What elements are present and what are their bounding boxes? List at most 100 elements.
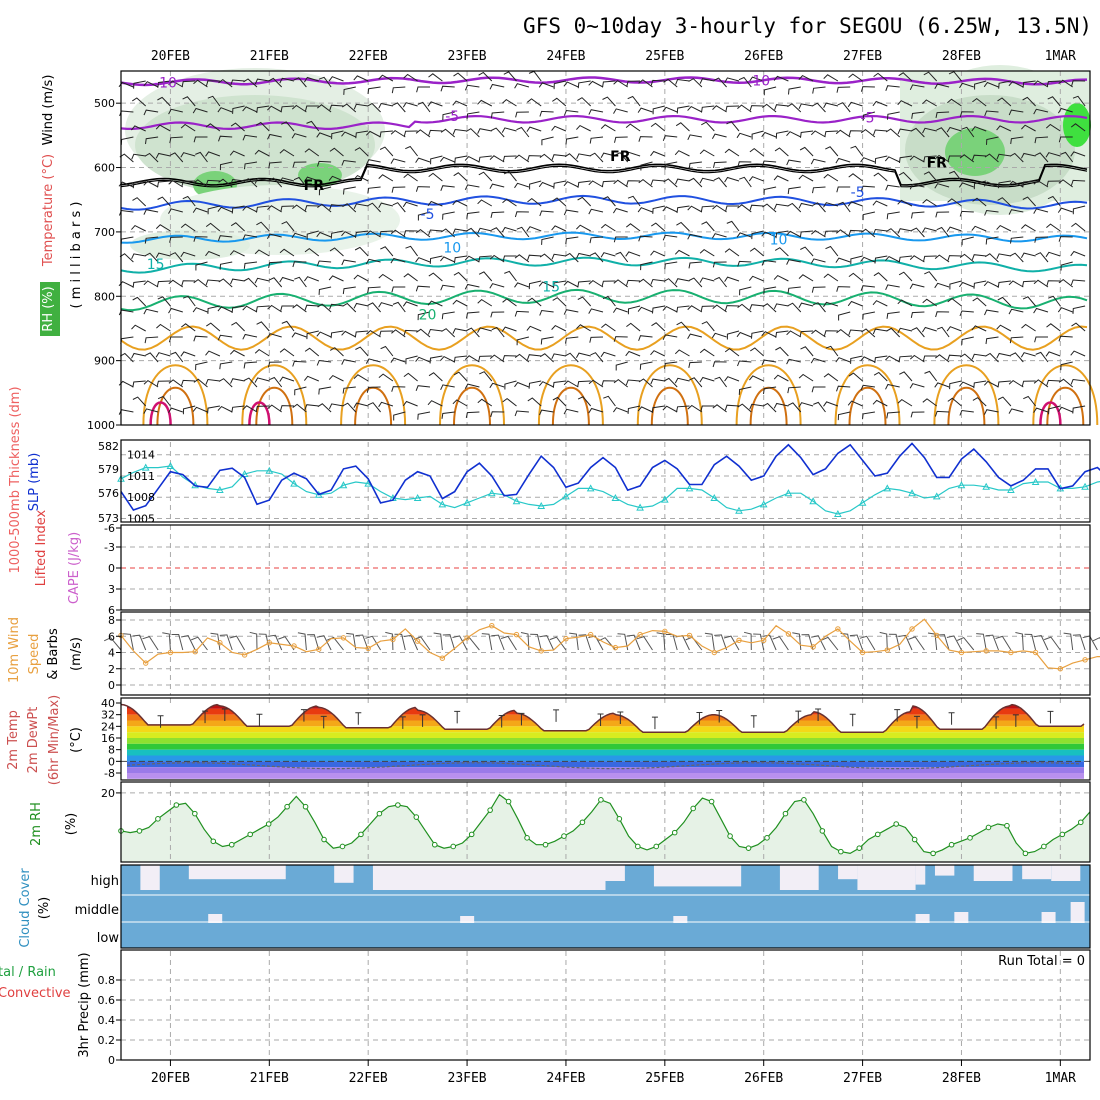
wind-barb bbox=[613, 108, 628, 114]
wind-barb bbox=[403, 273, 418, 282]
wind-barb bbox=[207, 95, 221, 107]
wind-barb bbox=[292, 204, 307, 213]
wind-barb bbox=[390, 158, 406, 164]
wind-barb bbox=[304, 404, 319, 410]
high-cloud-gap bbox=[779, 865, 819, 890]
wind-barb bbox=[812, 186, 826, 194]
wind-barb bbox=[503, 171, 517, 182]
wind-barb bbox=[601, 280, 616, 287]
wind-barb bbox=[774, 147, 789, 157]
wind-barb bbox=[1022, 96, 1036, 107]
wind-barb bbox=[297, 632, 307, 651]
wind-barb bbox=[1070, 378, 1086, 385]
wind-barb bbox=[328, 374, 344, 382]
wind-barb bbox=[168, 208, 183, 214]
temp-whisker bbox=[651, 716, 658, 730]
wind-speed-marker bbox=[934, 632, 940, 639]
wind-barb bbox=[909, 255, 925, 263]
wind-barb bbox=[786, 230, 802, 238]
surface-contour bbox=[354, 386, 393, 426]
rh-marker bbox=[708, 798, 715, 805]
wind-barb bbox=[428, 272, 443, 282]
contour-label: 10 bbox=[770, 233, 788, 249]
wind-barb bbox=[983, 181, 999, 188]
y-tick-label: 576 bbox=[98, 487, 119, 500]
wind-barb bbox=[885, 85, 900, 91]
wind-barb bbox=[836, 328, 851, 338]
wind-barb bbox=[921, 326, 937, 333]
wind-barb bbox=[1045, 351, 1061, 357]
wind-barb bbox=[974, 80, 987, 90]
wind-barb bbox=[254, 249, 270, 257]
wind-barb bbox=[143, 109, 159, 116]
wind-barb bbox=[1070, 250, 1086, 257]
temp-band bbox=[127, 761, 1084, 768]
wind-barb bbox=[761, 131, 777, 138]
wind-barb bbox=[689, 377, 703, 388]
top-date-label: 24FEB bbox=[546, 49, 585, 64]
wind-barb bbox=[452, 100, 468, 107]
wind-barb bbox=[749, 403, 764, 410]
wind-barb bbox=[1057, 107, 1073, 114]
contour-label: -10 bbox=[747, 74, 770, 90]
wind-barb bbox=[243, 361, 258, 369]
wind-barb bbox=[947, 297, 962, 307]
y-tick-label: 1000 bbox=[87, 419, 115, 432]
wind-barb bbox=[837, 102, 851, 113]
wind-barb bbox=[553, 80, 567, 90]
wind-barb bbox=[157, 395, 171, 407]
wind-barb bbox=[850, 145, 864, 157]
wind-barb bbox=[626, 180, 641, 187]
wind-barb bbox=[427, 101, 443, 107]
wind-barb bbox=[429, 355, 443, 364]
wind-barb bbox=[773, 75, 789, 82]
wind-barb bbox=[565, 352, 579, 363]
wind-barb bbox=[378, 174, 394, 182]
wind-barb bbox=[799, 230, 814, 238]
bottom-date-label: 26FEB bbox=[744, 1071, 783, 1086]
wind-barb bbox=[898, 634, 913, 651]
wind-barb bbox=[417, 311, 431, 321]
wind-barb bbox=[254, 377, 270, 383]
wind-barb bbox=[341, 231, 357, 238]
wind-barb bbox=[577, 380, 591, 388]
wind-barb bbox=[353, 203, 369, 210]
wind-barb bbox=[551, 154, 566, 160]
cape-axis-label: CAPE (J/kg) bbox=[67, 532, 82, 604]
wind-barb bbox=[726, 220, 740, 232]
wind-barb bbox=[909, 84, 925, 91]
rh-marker bbox=[413, 814, 420, 820]
wind-barb bbox=[959, 111, 974, 118]
wind-barb bbox=[949, 380, 962, 390]
dewpoint-line bbox=[126, 762, 1082, 770]
wind-barb bbox=[527, 155, 542, 161]
wind-barb bbox=[1047, 195, 1061, 207]
wind-barb bbox=[268, 161, 282, 169]
wind-barb bbox=[1010, 352, 1024, 363]
thickness-marker bbox=[710, 493, 719, 501]
wind-speed-marker bbox=[612, 644, 619, 651]
wind-barb bbox=[956, 636, 975, 651]
wind-barb bbox=[1033, 279, 1049, 288]
panel-frame bbox=[120, 781, 1091, 863]
rh-line bbox=[120, 793, 1091, 855]
wind-barb bbox=[526, 126, 542, 132]
wind-barb bbox=[638, 136, 653, 142]
wind-barb bbox=[1044, 636, 1061, 651]
wind-barb bbox=[823, 330, 838, 337]
wind-barb bbox=[169, 152, 184, 163]
wind-barb bbox=[205, 250, 221, 257]
wind-barb bbox=[367, 186, 381, 194]
wind-barb bbox=[662, 234, 678, 241]
wind-barb bbox=[118, 181, 134, 188]
wind-barb bbox=[601, 380, 616, 387]
wind-barb bbox=[281, 121, 295, 132]
thickness-marker bbox=[908, 489, 916, 497]
thickness-marker bbox=[834, 509, 842, 517]
wind-barb bbox=[502, 155, 517, 162]
top-date-label: 26FEB bbox=[744, 49, 783, 64]
wind-barb bbox=[712, 261, 727, 268]
wind-barb bbox=[380, 246, 394, 257]
wind-barb bbox=[973, 180, 987, 190]
wind-barb bbox=[230, 79, 245, 86]
